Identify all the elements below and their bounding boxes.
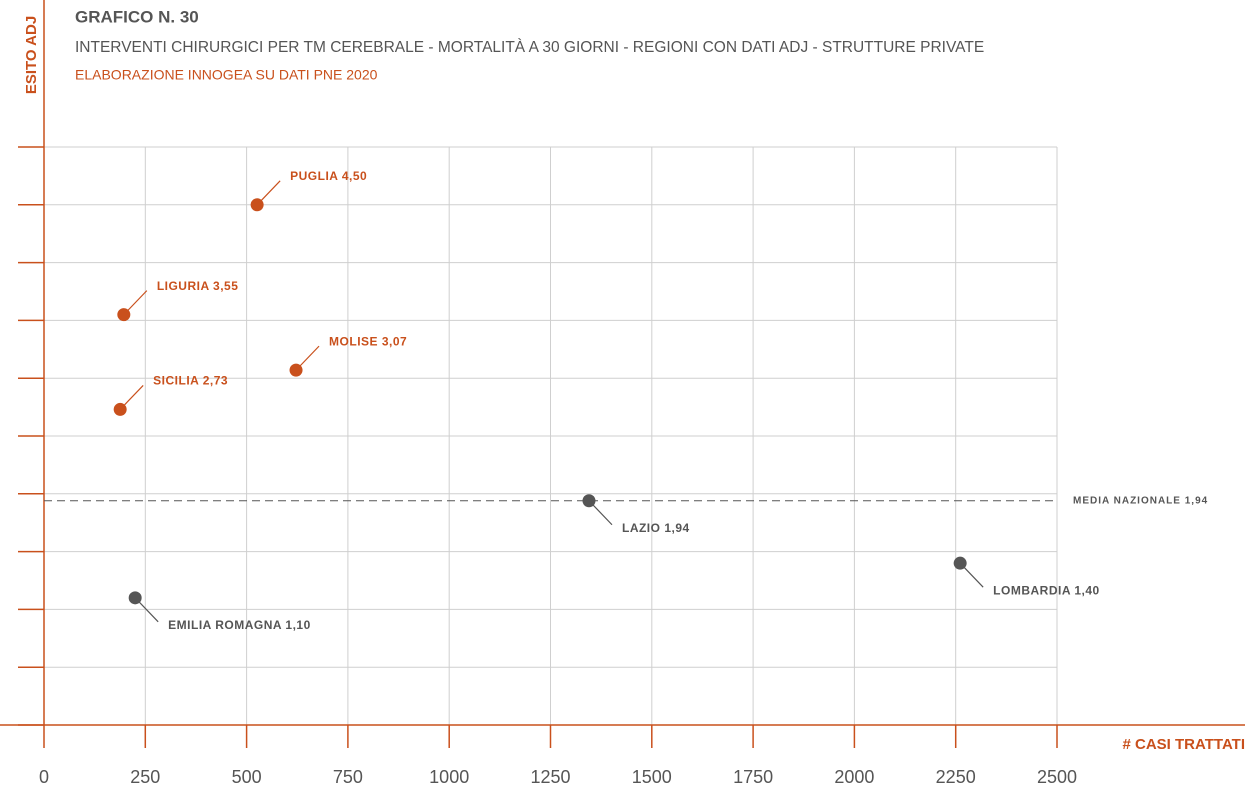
point-label: LOMBARDIA 1,40 — [993, 583, 1100, 597]
x-tick-label: 1000 — [429, 767, 469, 787]
x-tick-label: 1750 — [733, 767, 773, 787]
x-tick-label: 2500 — [1037, 767, 1077, 787]
point-label: EMILIA ROMAGNA 1,10 — [168, 618, 311, 632]
y-axis-label: ESITO ADJ — [23, 16, 40, 94]
point-label: PUGLIA 4,50 — [290, 169, 367, 183]
point — [117, 308, 131, 322]
chart-subtitle: INTERVENTI CHIRURGICI PER TM CEREBRALE -… — [75, 39, 984, 56]
point-label: LIGURIA 3,55 — [157, 279, 239, 293]
point-label: LAZIO 1,94 — [622, 521, 690, 535]
x-tick-label: 1500 — [632, 767, 672, 787]
reference-label: MEDIA NAZIONALE 1,94 — [1073, 495, 1208, 506]
point — [250, 198, 264, 212]
x-tick-label: 2250 — [936, 767, 976, 787]
x-tick-label: 1250 — [530, 767, 570, 787]
x-tick-label: 500 — [232, 767, 262, 787]
point — [113, 402, 127, 416]
point-label: MOLISE 3,07 — [329, 334, 407, 348]
chart-title: GRAFICO N. 30 — [75, 7, 199, 26]
point — [128, 591, 142, 605]
x-axis-label: # CASI TRATTATI — [1123, 736, 1246, 753]
x-tick-label: 250 — [130, 767, 160, 787]
x-tick-label: 2000 — [834, 767, 874, 787]
point — [953, 556, 967, 570]
point-label: SICILIA 2,73 — [153, 374, 228, 388]
chart-source: ELABORAZIONE INNOGEA SU DATI PNE 2020 — [75, 67, 378, 83]
x-tick-label: 0 — [39, 767, 49, 787]
x-tick-label: 750 — [333, 767, 363, 787]
point — [582, 494, 596, 508]
point — [289, 363, 303, 377]
